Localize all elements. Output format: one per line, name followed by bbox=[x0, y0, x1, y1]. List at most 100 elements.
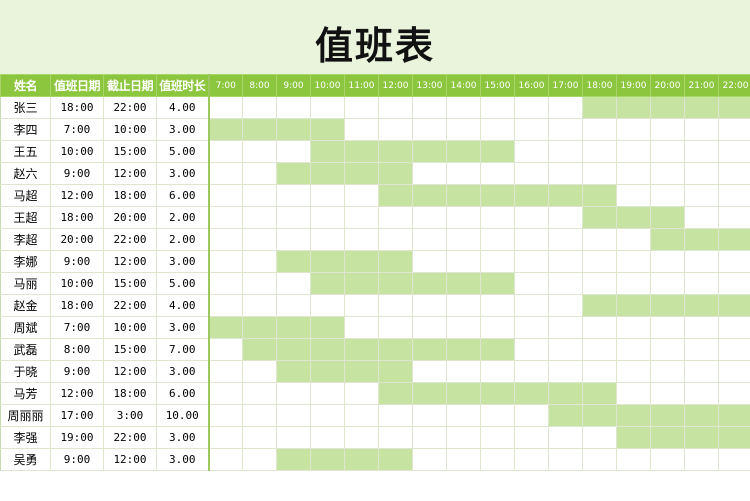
hour-cell[interactable] bbox=[582, 294, 617, 317]
hour-cell[interactable] bbox=[208, 360, 243, 383]
hour-cell[interactable] bbox=[344, 338, 379, 361]
hour-cell[interactable] bbox=[684, 228, 719, 251]
hour-cell[interactable] bbox=[480, 316, 515, 339]
hour-cell[interactable] bbox=[412, 162, 447, 185]
hour-cell[interactable] bbox=[616, 338, 651, 361]
hour-cell[interactable] bbox=[378, 162, 413, 185]
hour-cell[interactable] bbox=[310, 272, 345, 295]
hour-cell[interactable] bbox=[310, 338, 345, 361]
hour-cell[interactable] bbox=[548, 118, 583, 141]
hour-cell[interactable] bbox=[514, 316, 549, 339]
hour-cell[interactable] bbox=[208, 96, 243, 119]
hour-cell[interactable] bbox=[276, 360, 311, 383]
hour-cell[interactable] bbox=[616, 382, 651, 405]
hour-cell[interactable] bbox=[310, 316, 345, 339]
hour-cell[interactable] bbox=[344, 294, 379, 317]
hour-cell[interactable] bbox=[208, 338, 243, 361]
hour-cell[interactable] bbox=[616, 118, 651, 141]
cell-start[interactable]: 20:00 bbox=[50, 228, 104, 251]
cell-duration[interactable]: 3.00 bbox=[156, 250, 210, 273]
hour-cell[interactable] bbox=[514, 448, 549, 471]
hour-cell[interactable] bbox=[548, 294, 583, 317]
hour-cell[interactable] bbox=[242, 96, 277, 119]
hour-cell[interactable] bbox=[480, 140, 515, 163]
hour-cell[interactable] bbox=[242, 316, 277, 339]
hour-cell[interactable] bbox=[480, 294, 515, 317]
hour-cell[interactable] bbox=[276, 316, 311, 339]
hour-cell[interactable] bbox=[548, 448, 583, 471]
hour-cell[interactable] bbox=[514, 140, 549, 163]
header-start[interactable]: 值班日期 bbox=[50, 74, 104, 97]
cell-end[interactable]: 22:00 bbox=[103, 294, 157, 317]
hour-cell[interactable] bbox=[514, 360, 549, 383]
hour-cell[interactable] bbox=[242, 162, 277, 185]
hour-cell[interactable] bbox=[650, 294, 685, 317]
hour-cell[interactable] bbox=[412, 272, 447, 295]
hour-cell[interactable] bbox=[242, 140, 277, 163]
hour-cell[interactable] bbox=[378, 360, 413, 383]
hour-cell[interactable] bbox=[412, 250, 447, 273]
cell-name[interactable]: 周斌 bbox=[0, 316, 51, 339]
hour-cell[interactable] bbox=[650, 426, 685, 449]
hour-cell[interactable] bbox=[514, 206, 549, 229]
header-hour-9[interactable]: 16:00 bbox=[514, 74, 549, 97]
cell-end[interactable]: 22:00 bbox=[103, 426, 157, 449]
cell-name[interactable]: 赵金 bbox=[0, 294, 51, 317]
hour-cell[interactable] bbox=[582, 250, 617, 273]
hour-cell[interactable] bbox=[616, 448, 651, 471]
hour-cell[interactable] bbox=[548, 140, 583, 163]
cell-end[interactable]: 18:00 bbox=[103, 382, 157, 405]
cell-duration[interactable]: 2.00 bbox=[156, 228, 210, 251]
hour-cell[interactable] bbox=[616, 228, 651, 251]
hour-cell[interactable] bbox=[344, 382, 379, 405]
hour-cell[interactable] bbox=[276, 162, 311, 185]
hour-cell[interactable] bbox=[684, 382, 719, 405]
hour-cell[interactable] bbox=[446, 228, 481, 251]
hour-cell[interactable] bbox=[480, 382, 515, 405]
hour-cell[interactable] bbox=[276, 404, 311, 427]
hour-cell[interactable] bbox=[684, 448, 719, 471]
hour-cell[interactable] bbox=[616, 294, 651, 317]
hour-cell[interactable] bbox=[514, 272, 549, 295]
hour-cell[interactable] bbox=[514, 118, 549, 141]
cell-start[interactable]: 17:00 bbox=[50, 404, 104, 427]
hour-cell[interactable] bbox=[344, 184, 379, 207]
cell-duration[interactable]: 2.00 bbox=[156, 206, 210, 229]
cell-start[interactable]: 18:00 bbox=[50, 294, 104, 317]
hour-cell[interactable] bbox=[616, 162, 651, 185]
hour-cell[interactable] bbox=[718, 382, 750, 405]
cell-duration[interactable]: 4.00 bbox=[156, 294, 210, 317]
cell-duration[interactable]: 5.00 bbox=[156, 140, 210, 163]
hour-cell[interactable] bbox=[344, 96, 379, 119]
hour-cell[interactable] bbox=[582, 360, 617, 383]
cell-name[interactable]: 张三 bbox=[0, 96, 51, 119]
hour-cell[interactable] bbox=[548, 96, 583, 119]
hour-cell[interactable] bbox=[514, 96, 549, 119]
hour-cell[interactable] bbox=[582, 206, 617, 229]
hour-cell[interactable] bbox=[684, 294, 719, 317]
hour-cell[interactable] bbox=[378, 272, 413, 295]
hour-cell[interactable] bbox=[378, 404, 413, 427]
hour-cell[interactable] bbox=[582, 184, 617, 207]
hour-cell[interactable] bbox=[276, 250, 311, 273]
hour-cell[interactable] bbox=[718, 228, 750, 251]
cell-name[interactable]: 李强 bbox=[0, 426, 51, 449]
header-name[interactable]: 姓名 bbox=[0, 74, 51, 97]
header-hour-1[interactable]: 8:00 bbox=[242, 74, 277, 97]
cell-start[interactable]: 9:00 bbox=[50, 250, 104, 273]
hour-cell[interactable] bbox=[276, 382, 311, 405]
hour-cell[interactable] bbox=[378, 382, 413, 405]
cell-end[interactable]: 22:00 bbox=[103, 96, 157, 119]
hour-cell[interactable] bbox=[616, 404, 651, 427]
cell-duration[interactable]: 3.00 bbox=[156, 426, 210, 449]
hour-cell[interactable] bbox=[718, 272, 750, 295]
hour-cell[interactable] bbox=[684, 338, 719, 361]
cell-end[interactable]: 10:00 bbox=[103, 118, 157, 141]
hour-cell[interactable] bbox=[412, 96, 447, 119]
cell-start[interactable]: 19:00 bbox=[50, 426, 104, 449]
hour-cell[interactable] bbox=[446, 184, 481, 207]
hour-cell[interactable] bbox=[684, 426, 719, 449]
cell-end[interactable]: 18:00 bbox=[103, 184, 157, 207]
hour-cell[interactable] bbox=[412, 382, 447, 405]
hour-cell[interactable] bbox=[548, 228, 583, 251]
